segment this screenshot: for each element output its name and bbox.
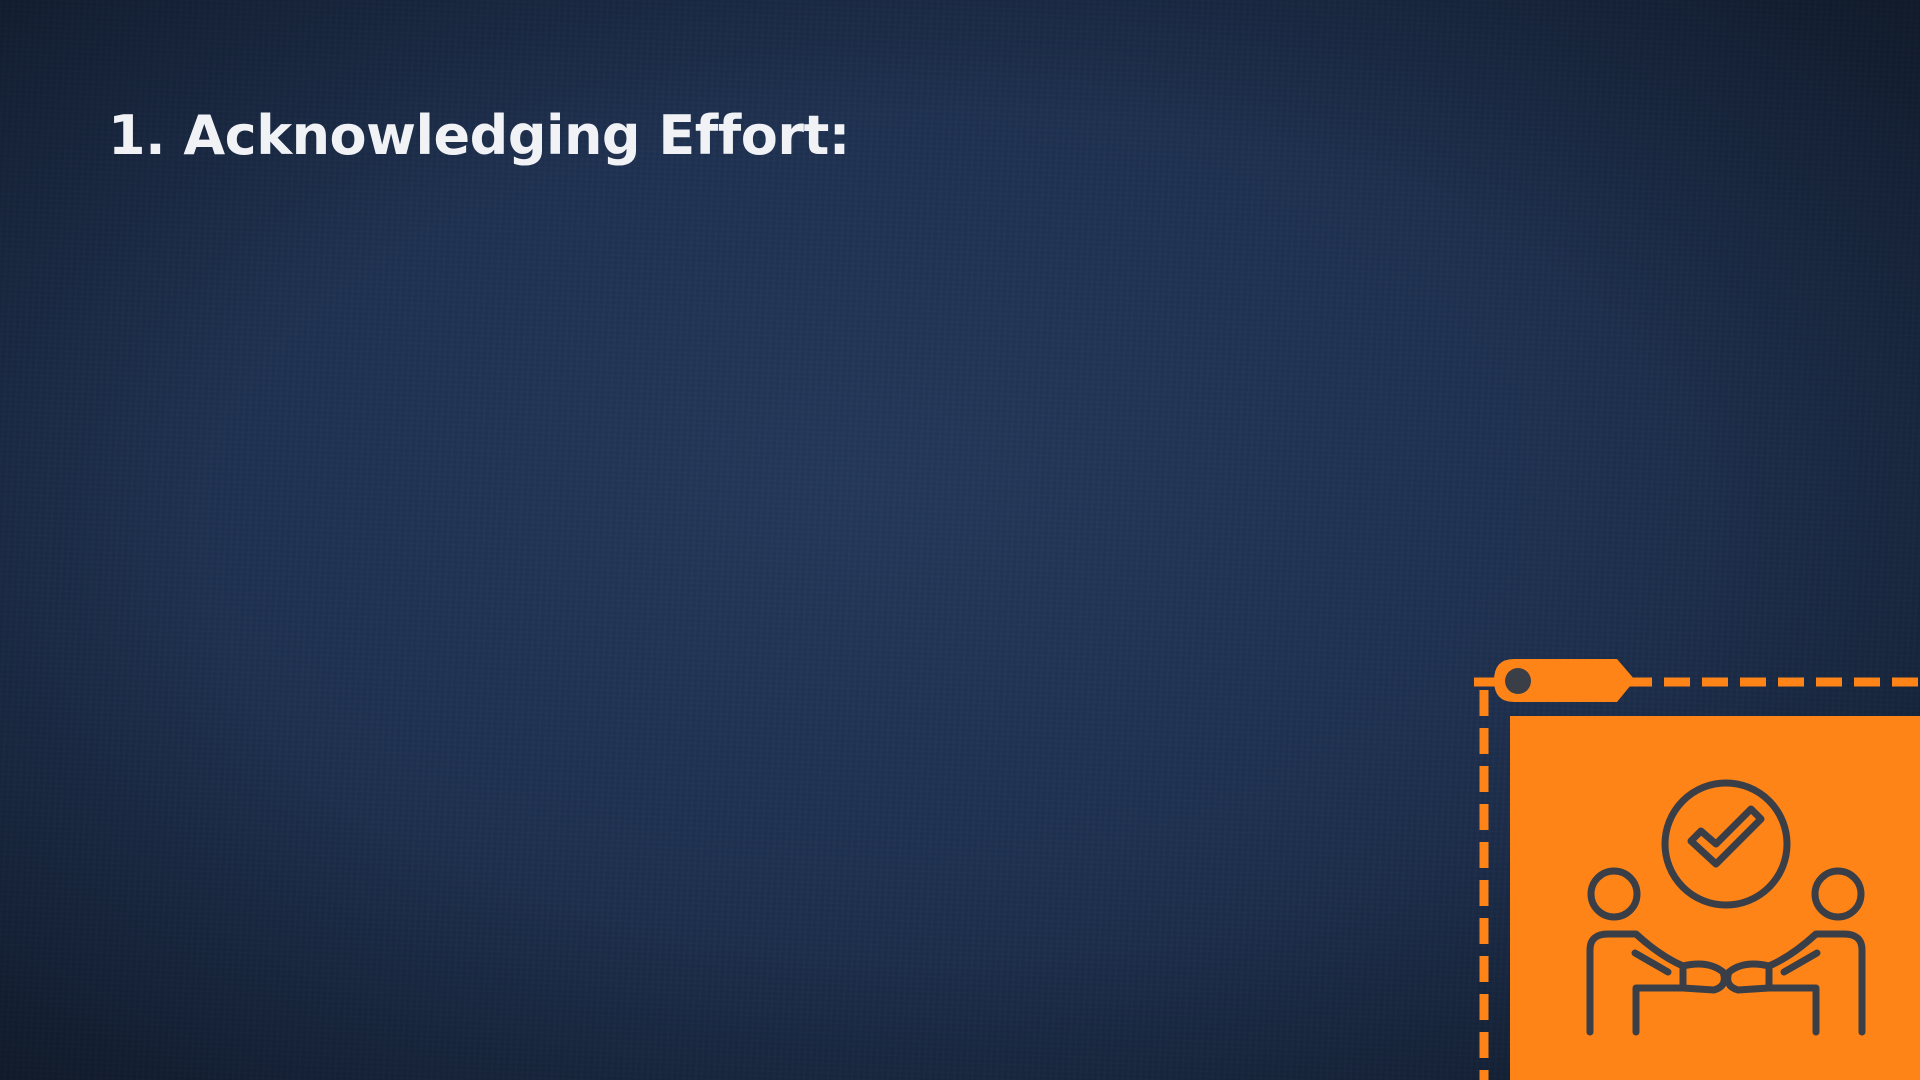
right-person-head-icon: [1811, 867, 1865, 921]
handshake-approval-icon: [1586, 779, 1866, 1036]
check-mark-icon: [1687, 805, 1765, 868]
check-circle-icon: [1661, 779, 1791, 909]
left-person-head-icon: [1587, 867, 1641, 921]
slide-title: 1. Acknowledging Effort:: [108, 104, 850, 167]
tag-icon: [1494, 659, 1635, 702]
illustration: [1474, 659, 1920, 1080]
fist-bump-icon: [1679, 960, 1728, 994]
orange-panel: [1510, 716, 1920, 1080]
